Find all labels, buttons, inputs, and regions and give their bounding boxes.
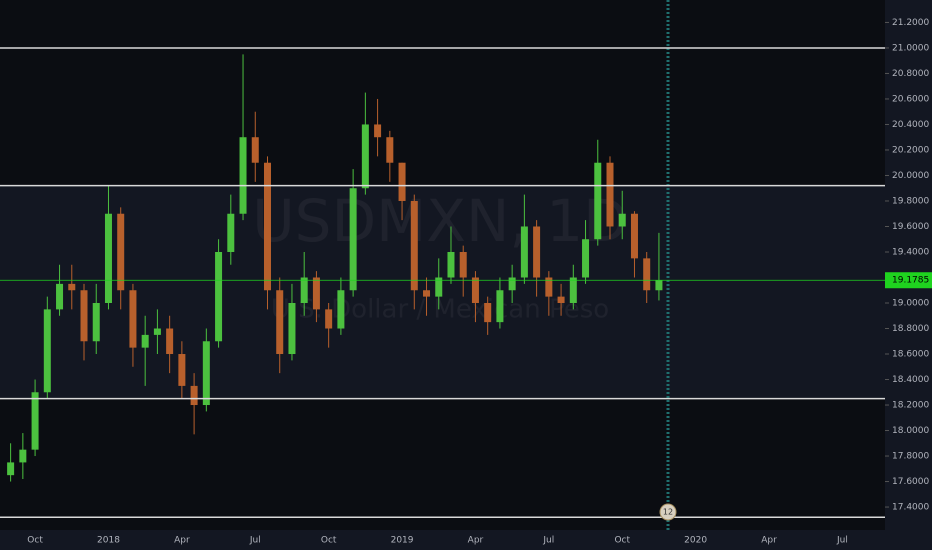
- y-tick-label: 17.8000: [892, 452, 929, 462]
- candle-body: [630, 213, 638, 259]
- candle-body: [92, 303, 100, 342]
- x-tick-label: Jul: [542, 536, 554, 546]
- candle-body: [239, 137, 247, 214]
- y-tick-label: 17.6000: [892, 477, 929, 487]
- candle-body: [80, 290, 88, 342]
- range-band: [0, 185, 885, 399]
- event-count: 12: [663, 508, 673, 517]
- y-tick-label: 21.2000: [892, 18, 929, 28]
- candle-body: [153, 328, 161, 335]
- y-tick-label: 18.2000: [892, 401, 929, 411]
- candle-body: [325, 309, 333, 329]
- y-tick-label: 18.8000: [892, 324, 929, 334]
- candle-body: [190, 385, 198, 406]
- candle-body: [288, 303, 296, 355]
- candle-body: [606, 162, 614, 227]
- candle-body: [447, 251, 455, 278]
- x-tick-label: 2020: [684, 536, 707, 546]
- candle-body: [166, 328, 174, 355]
- x-tick-label: Apr: [761, 536, 777, 546]
- candle-body: [545, 277, 553, 297]
- candle-body: [141, 334, 149, 348]
- candle-body: [19, 449, 27, 463]
- candle-body: [129, 290, 137, 348]
- candle-body: [582, 239, 590, 278]
- candle-body: [459, 251, 467, 278]
- candle-body: [68, 283, 76, 291]
- x-tick-label: Jul: [836, 536, 848, 546]
- candle-body: [361, 124, 369, 189]
- y-tick-label: 19.4000: [892, 247, 929, 257]
- x-tick-label: 2018: [97, 536, 120, 546]
- candle-body: [533, 226, 541, 278]
- y-tick-label: 21.0000: [892, 43, 929, 53]
- x-tick-label: 2019: [391, 536, 414, 546]
- x-tick-label: Jul: [249, 536, 261, 546]
- x-tick-label: Oct: [614, 536, 630, 546]
- candle-body: [251, 137, 259, 163]
- candle-body: [484, 303, 492, 323]
- candle-body: [386, 137, 394, 163]
- x-tick-label: Oct: [321, 536, 337, 546]
- y-tick-label: 18.0000: [892, 426, 929, 436]
- candle-body: [410, 200, 418, 291]
- watermark: USDMXN, 1D: [252, 187, 628, 255]
- candle-body: [227, 213, 235, 252]
- candle-body: [435, 277, 443, 297]
- candle-body: [643, 258, 651, 291]
- y-tick-label: 17.4000: [892, 503, 929, 513]
- candle-body: [215, 251, 223, 342]
- y-tick-label: 20.6000: [892, 94, 929, 104]
- candle-body: [496, 290, 504, 323]
- candle-body: [263, 162, 271, 291]
- x-tick-label: Apr: [174, 536, 190, 546]
- candle-body: [374, 124, 382, 138]
- candle-body: [423, 290, 431, 297]
- y-tick-label: 19.0000: [892, 299, 929, 309]
- candle-body: [398, 162, 406, 201]
- candle-body: [178, 354, 186, 386]
- y-tick-label: 20.8000: [892, 69, 929, 79]
- candle-body: [618, 213, 626, 227]
- candle-body: [594, 162, 602, 240]
- y-tick-label: 18.6000: [892, 350, 929, 360]
- x-tick-label: Oct: [27, 536, 43, 546]
- x-tick-label: Apr: [468, 536, 484, 546]
- y-tick-label: 18.4000: [892, 375, 929, 385]
- candle-body: [31, 392, 39, 450]
- candle-body: [520, 226, 528, 278]
- candle-body: [569, 277, 577, 304]
- last-price-label: 19.1785: [892, 276, 929, 286]
- candle-body: [276, 290, 284, 355]
- candle-body: [655, 280, 663, 291]
- y-tick-label: 20.0000: [892, 171, 929, 181]
- candle-body: [508, 277, 516, 291]
- candle-body: [7, 462, 15, 476]
- candle-body: [312, 277, 320, 310]
- candle-body: [300, 277, 308, 304]
- y-tick-label: 19.8000: [892, 196, 929, 206]
- candle-body: [104, 213, 112, 304]
- candle-body: [43, 309, 51, 393]
- candle-body: [117, 213, 125, 291]
- y-tick-label: 20.4000: [892, 120, 929, 130]
- y-tick-label: 20.2000: [892, 145, 929, 155]
- candle-body: [337, 290, 345, 329]
- candle-body: [56, 283, 64, 310]
- candle-body: [202, 341, 210, 406]
- candle-body: [557, 296, 565, 304]
- event-bubble: [659, 503, 677, 521]
- y-tick-label: 19.6000: [892, 222, 929, 232]
- candle-body: [349, 188, 357, 291]
- time-axis: [0, 530, 885, 550]
- last-price-box: [885, 272, 932, 289]
- candle-body: [471, 277, 479, 304]
